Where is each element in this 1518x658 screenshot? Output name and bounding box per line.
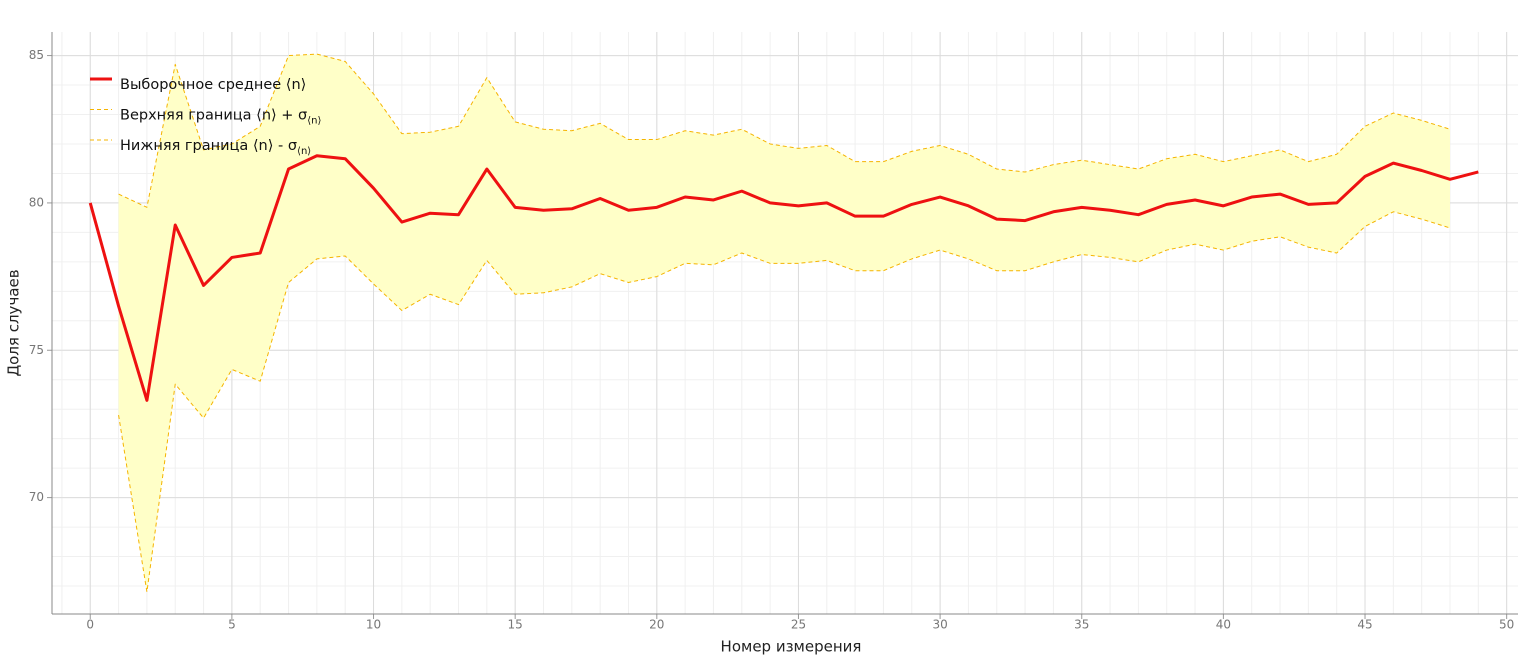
y-tick-label: 70 [29, 490, 44, 504]
series-line [88, 154, 1479, 402]
x-tick-label: 30 [932, 618, 947, 632]
legend-label: Выборочное среднее ⟨n⟩ [120, 77, 306, 93]
x-axis-label: Номер измерения [721, 638, 862, 656]
y-axis-label: Доля случаев [5, 269, 23, 376]
legend-label: Нижняя граница ⟨n⟩ - σ⟨n⟩ [120, 138, 311, 157]
series-line [118, 53, 1451, 208]
y-tick-label: 75 [29, 343, 44, 357]
legend-text: Верхняя граница ⟨n⟩ + σ [120, 108, 307, 124]
series-line [118, 211, 1451, 593]
x-tick-label: 0 [86, 618, 94, 632]
x-tick-label: 50 [1499, 618, 1514, 632]
band-area [118, 54, 1451, 592]
legend-subscript: ⟨n⟩ [307, 116, 321, 127]
x-tick-label: 15 [508, 618, 523, 632]
x-tick-label: 5 [228, 618, 236, 632]
y-tick-label: 80 [29, 195, 44, 209]
x-tick-label: 45 [1357, 618, 1372, 632]
x-tick-label: 10 [366, 618, 381, 632]
legend-text: Нижняя граница ⟨n⟩ - σ [120, 138, 297, 154]
legend-text: Выборочное среднее ⟨n⟩ [120, 77, 306, 93]
x-tick-label: 20 [649, 618, 664, 632]
x-tick-label: 35 [1074, 618, 1089, 632]
y-tick-label: 85 [29, 48, 44, 62]
legend-label: Верхняя граница ⟨n⟩ + σ⟨n⟩ [120, 108, 321, 127]
legend-subscript: ⟨n⟩ [297, 146, 311, 157]
x-tick-label: 25 [791, 618, 806, 632]
x-tick-label: 40 [1216, 618, 1231, 632]
